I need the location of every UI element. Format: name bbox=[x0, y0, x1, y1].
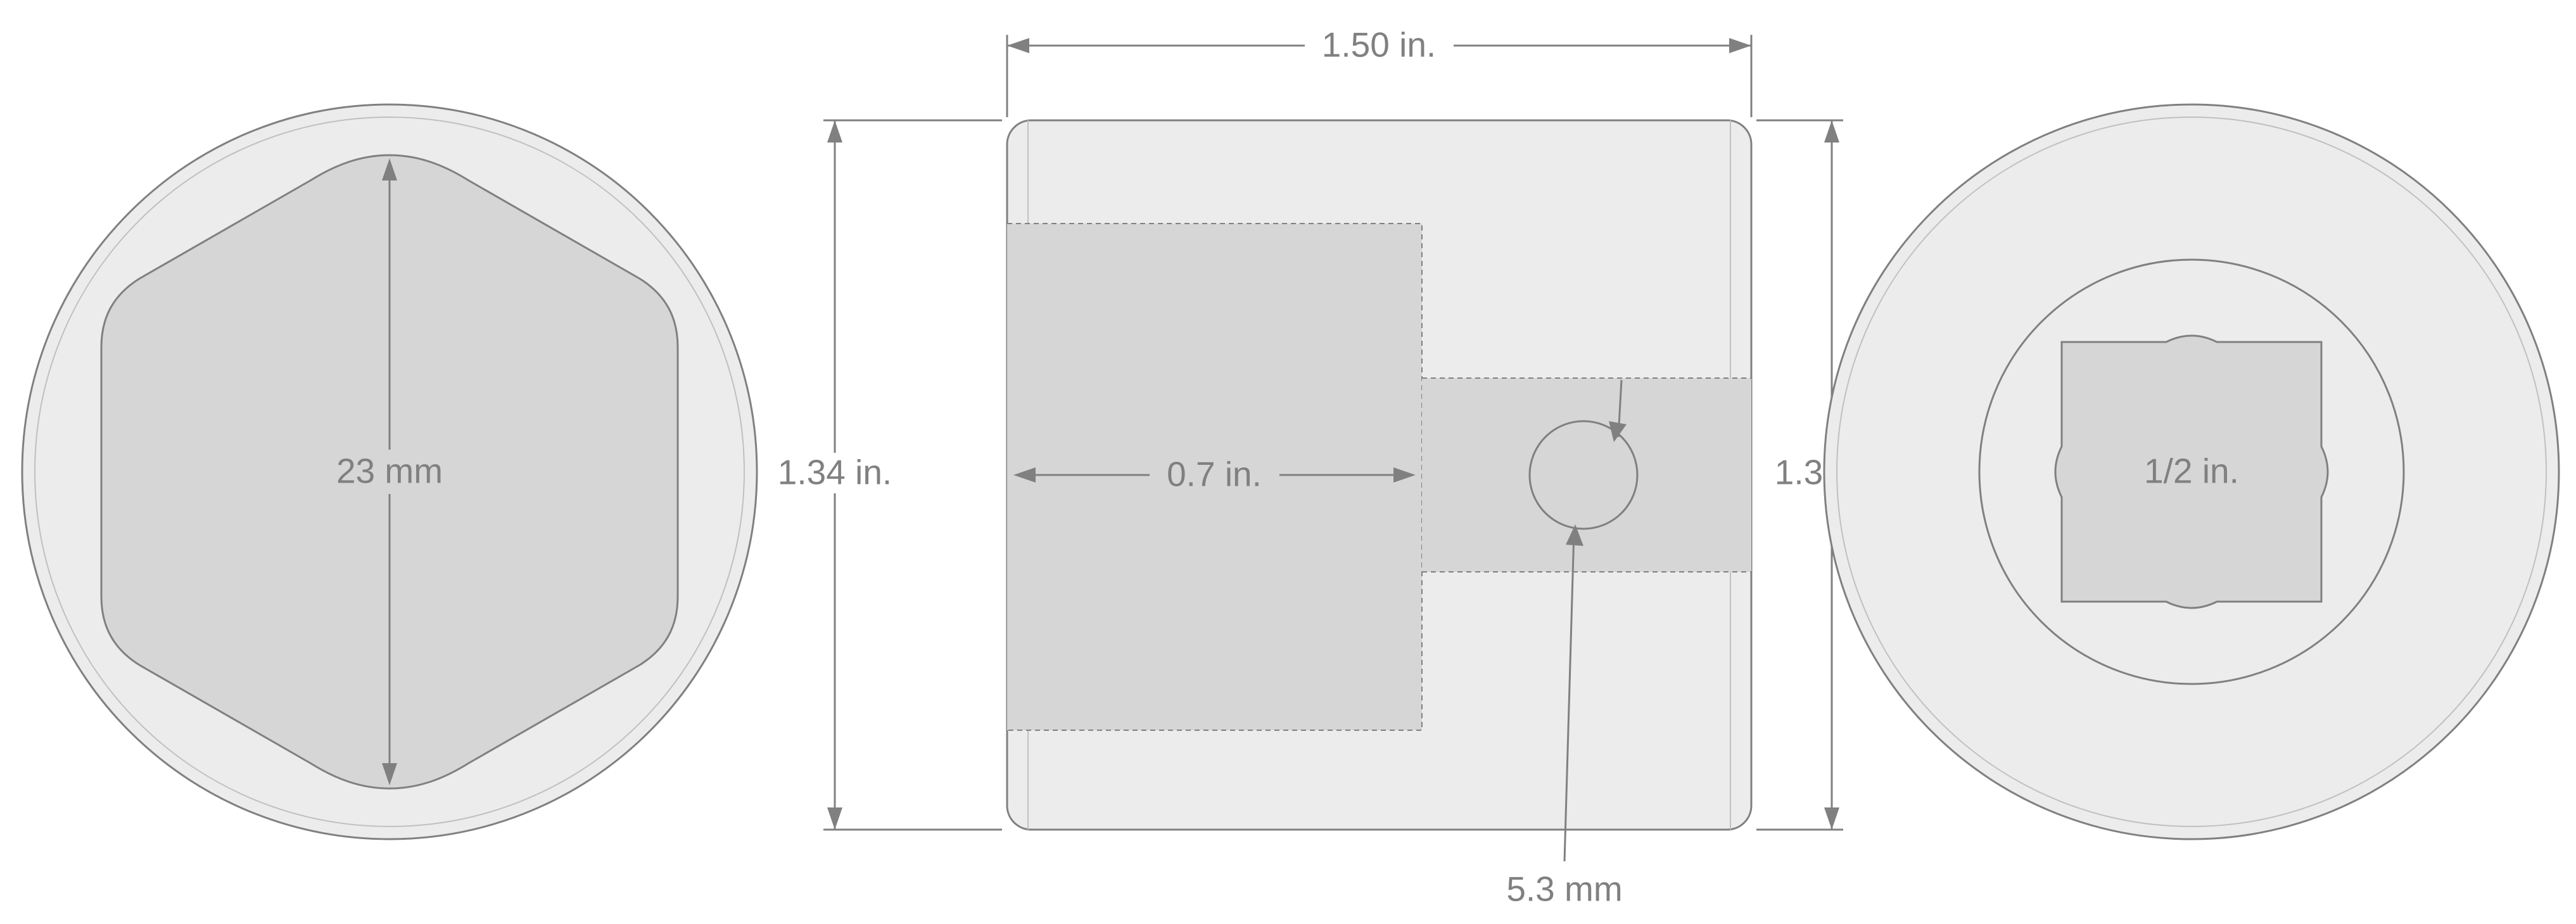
drive-view: 1/2 in. bbox=[1824, 104, 2559, 839]
top-dim-arrow-right bbox=[1729, 38, 1751, 53]
top-dim-arrow-left bbox=[1007, 38, 1029, 53]
socket-dimension-diagram: 23 mm 1.50 in. bbox=[0, 0, 2576, 924]
bore-dim-label: 0.7 in. bbox=[1167, 455, 1262, 494]
side-view: 1.50 in. 1.34 in. 1.34 in. 0.7 in. bbox=[770, 25, 1900, 909]
detent-dim-label: 5.3 mm bbox=[1506, 870, 1622, 909]
left-dim-label: 1.34 in. bbox=[778, 453, 892, 492]
front-view: 23 mm bbox=[22, 104, 757, 839]
left-dim-arrow-top bbox=[827, 120, 842, 142]
diagram-svg: 23 mm 1.50 in. bbox=[0, 0, 2576, 924]
right-dim-arrow-top bbox=[1824, 120, 1839, 142]
right-dim-arrow-bottom bbox=[1824, 807, 1839, 830]
left-dim-arrow-bottom bbox=[827, 807, 842, 830]
drive-cavity-fill bbox=[1422, 378, 1751, 572]
hex-size-label: 23 mm bbox=[336, 452, 443, 491]
drive-size-label: 1/2 in. bbox=[2144, 452, 2239, 491]
top-dim-label: 1.50 in. bbox=[1322, 25, 1436, 65]
